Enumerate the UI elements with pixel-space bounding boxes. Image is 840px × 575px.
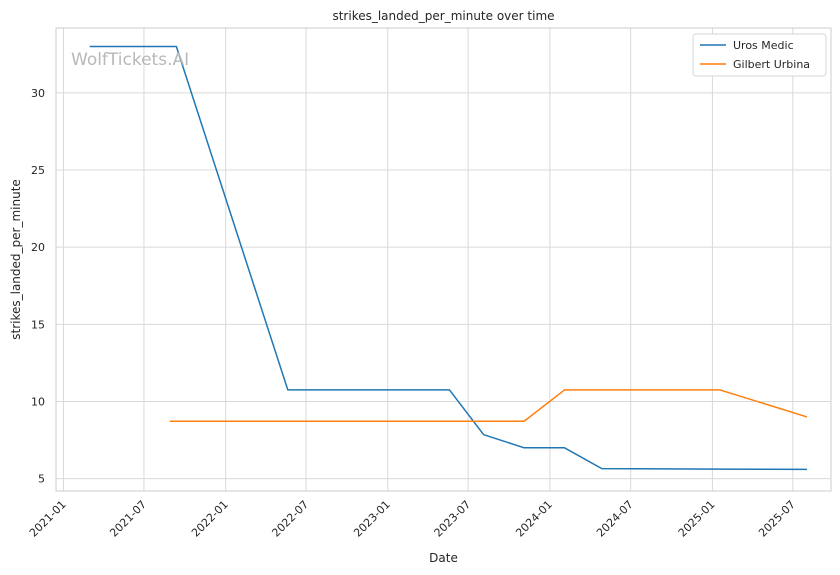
- watermark: WolfTickets.AI: [71, 50, 189, 70]
- grid-lines: [56, 28, 831, 491]
- y-axis-label: strikes_landed_per_minute: [9, 179, 23, 340]
- y-tick-label: 20: [31, 241, 45, 254]
- plot-frame: [55, 27, 832, 492]
- legend-box: [692, 33, 827, 77]
- legend-label-uros-medic: Uros Medic: [733, 39, 794, 52]
- legend-label-gilbert-urbina: Gilbert Urbina: [733, 58, 810, 71]
- y-tick-label: 10: [31, 395, 45, 408]
- legend: Uros Medic Gilbert Urbina: [692, 33, 827, 77]
- y-tick-label: 5: [38, 473, 45, 486]
- series-line-gilbert-urbina: [169, 389, 808, 422]
- y-tick-label: 15: [31, 318, 45, 331]
- series-line-uros-medic: [89, 45, 808, 471]
- y-tick-label: 30: [31, 87, 45, 100]
- series-lines: [89, 45, 808, 471]
- y-tick-label: 25: [31, 164, 45, 177]
- plot-area: [56, 28, 831, 491]
- x-axis-label: Date: [429, 551, 458, 565]
- chart-title: strikes_landed_per_minute over time: [332, 9, 554, 23]
